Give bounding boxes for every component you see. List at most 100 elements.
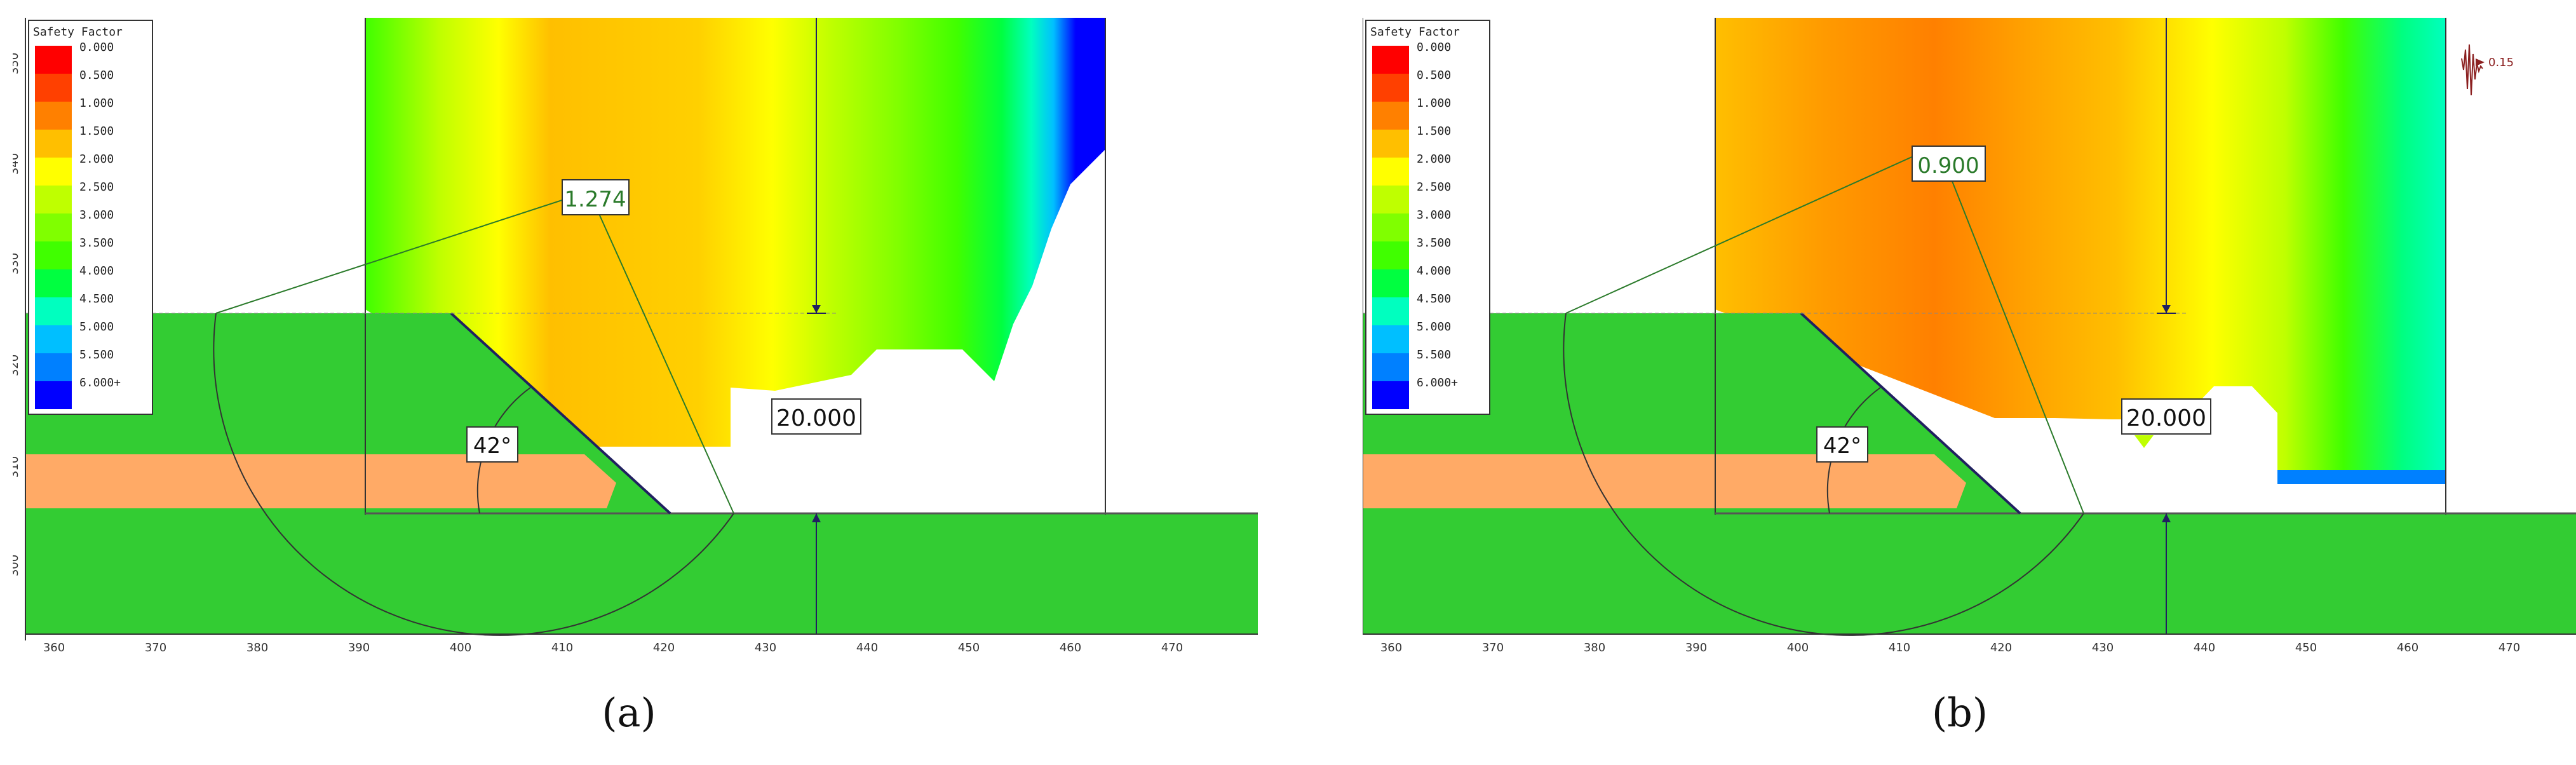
panel-caption: (b) <box>1931 689 1988 736</box>
legend-swatch <box>35 381 72 409</box>
legend-swatch <box>1372 158 1409 186</box>
legend-swatches: 0.000 0.500 1.000 1.500 2.000 2.500 3.000 3.500… <box>35 41 121 409</box>
legend-label: 1.500 <box>79 125 114 138</box>
legend-swatch <box>35 297 72 325</box>
safety-factor-value: 1.274 <box>564 187 626 212</box>
legend: Safety Factor 0.000 0.500 1.000 1.500 2.000 2… <box>28 20 153 415</box>
x-tick-label: 420 <box>653 641 675 654</box>
load-value: 20.000 <box>776 405 856 431</box>
small-contour-patch <box>2134 435 2154 448</box>
legend-swatch <box>1372 186 1409 213</box>
legend: Safety Factor 0.000 0.500 1.000 1.500 2.000 2… <box>1365 20 1490 415</box>
legend-title: Safety Factor <box>1370 25 1460 39</box>
legend-swatch <box>1372 269 1409 297</box>
slope-face <box>1800 312 2021 515</box>
slope-angle: 42° <box>1823 433 1861 459</box>
blue-zone <box>2277 470 2446 484</box>
legend-swatch <box>35 46 72 74</box>
legend-swatch <box>1372 130 1409 158</box>
legend-swatch <box>1372 353 1409 381</box>
legend-swatch <box>35 325 72 353</box>
legend-label: 3.000 <box>79 208 114 222</box>
legend-label: 3.500 <box>1417 236 1451 250</box>
legend-swatch <box>1372 381 1409 409</box>
seismic-arrow-icon <box>2476 58 2485 66</box>
legend-label: 3.500 <box>79 236 114 250</box>
load-label-box: 20.000 <box>2121 398 2211 435</box>
legend-swatch <box>35 213 72 241</box>
legend-label: 0.500 <box>1417 69 1451 82</box>
legend-swatch <box>35 353 72 381</box>
sf-leader-left <box>215 196 572 314</box>
legend-label: 6.000+ <box>79 376 121 389</box>
angle-label-box: 42° <box>1816 426 1868 463</box>
legend-label: 2.500 <box>1417 180 1451 194</box>
legend-label: 0.000 <box>1417 41 1451 54</box>
x-tick-label: 450 <box>958 641 980 654</box>
sf-label-box: 1.274 <box>562 179 630 215</box>
load-arrow-bottom <box>2162 513 2171 522</box>
panel-b: 0.15 360 370 380 390 400 410 420 430 440… <box>1363 0 2576 765</box>
slope-face <box>450 312 671 515</box>
legend-label: 6.000+ <box>1417 376 1458 389</box>
x-tick-label: 360 <box>1380 641 1402 654</box>
load-label-box: 20.000 <box>771 398 861 435</box>
legend-swatch <box>35 102 72 130</box>
legend-label: 4.000 <box>1417 264 1451 278</box>
foundation-ground <box>1363 513 2576 634</box>
legend-label: 0.500 <box>79 69 114 82</box>
x-tick-label: 450 <box>2295 641 2317 654</box>
x-tick-label: 430 <box>755 641 776 654</box>
legend-label: 5.500 <box>1417 348 1451 362</box>
x-tick-label: 470 <box>2498 641 2520 654</box>
x-tick-label: 400 <box>450 641 471 654</box>
slope-diagram-a: 360 370 380 390 400 410 420 430 440 450 … <box>13 18 1258 654</box>
legend-label: 3.000 <box>1417 208 1451 222</box>
legend-swatch <box>1372 46 1409 74</box>
x-tick-label: 390 <box>348 641 370 654</box>
panel-caption: (a) <box>602 689 656 736</box>
slope-angle: 42° <box>473 433 511 459</box>
x-tick-label: 400 <box>1787 641 1809 654</box>
x-tick-label: 420 <box>1990 641 2012 654</box>
seismic-coefficient: 0.15 <box>2488 56 2514 69</box>
x-tick-label: 370 <box>1482 641 1504 654</box>
safety-factor-value: 0.900 <box>1917 153 1979 179</box>
weak-layer <box>1363 454 1966 508</box>
slope-diagram-b: 0.15 360 370 380 390 400 410 420 430 440… <box>1363 18 2576 654</box>
slip-surface <box>213 313 734 636</box>
y-tick-label: 310 <box>13 456 21 478</box>
legend-label: 1.000 <box>79 97 114 110</box>
legend-label: 1.500 <box>1417 125 1451 138</box>
legend-swatch <box>1372 213 1409 241</box>
x-tick-label: 440 <box>856 641 878 654</box>
legend-swatch <box>35 74 72 102</box>
load-value: 20.000 <box>2126 405 2206 431</box>
x-tick-label: 360 <box>43 641 65 654</box>
sf-label-box: 0.900 <box>1912 146 1986 182</box>
legend-label: 4.500 <box>79 292 114 306</box>
x-tick-label: 410 <box>551 641 573 654</box>
load-arrow-top <box>2162 305 2171 313</box>
x-tick-label: 430 <box>2092 641 2114 654</box>
legend-label: 5.000 <box>1417 320 1451 334</box>
x-tick-label: 380 <box>246 641 268 654</box>
legend-swatch <box>1372 325 1409 353</box>
legend-swatches: 0.000 0.500 1.000 1.500 2.000 2.500 3.000 3.500… <box>1372 41 1458 409</box>
legend-label: 4.500 <box>1417 292 1451 306</box>
y-tick-label: 340 <box>13 153 21 175</box>
legend-label: 0.000 <box>79 41 114 54</box>
x-tick-label: 410 <box>1889 641 1910 654</box>
legend-label: 5.500 <box>79 348 114 362</box>
legend-swatch <box>35 130 72 158</box>
x-tick-label: 460 <box>2397 641 2418 654</box>
legend-swatch <box>35 186 72 213</box>
panel-a: 360 370 380 390 400 410 420 430 440 450 … <box>13 0 1258 765</box>
legend-swatch <box>1372 241 1409 269</box>
legend-swatch <box>1372 74 1409 102</box>
sf-leader-right <box>597 209 734 514</box>
y-tick-label: 330 <box>13 253 21 274</box>
slip-surface <box>1563 313 2084 636</box>
legend-label: 1.000 <box>1417 97 1451 110</box>
load-arrow-bottom <box>812 513 821 522</box>
